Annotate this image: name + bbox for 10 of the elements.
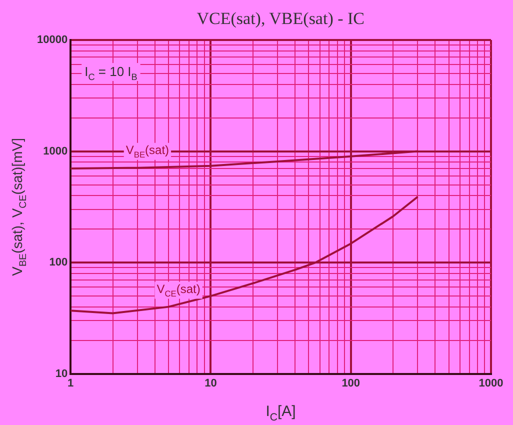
x-tick-label: 10	[204, 377, 217, 390]
x-tick-label: 100	[342, 377, 360, 390]
y-axis-title: VBE(sat), VCE(sat)[mV]	[9, 138, 30, 276]
y-tick-label: 1000	[43, 145, 68, 158]
y-tick-label: 10	[55, 368, 68, 380]
x-tick-label: 1000	[478, 377, 504, 390]
x-tick-label: 1	[68, 377, 74, 390]
y-tick-label: 100	[49, 256, 68, 269]
y-tick-label: 10000	[36, 34, 68, 46]
chart-title: VCE(sat), VBE(sat) - IC	[196, 9, 365, 28]
